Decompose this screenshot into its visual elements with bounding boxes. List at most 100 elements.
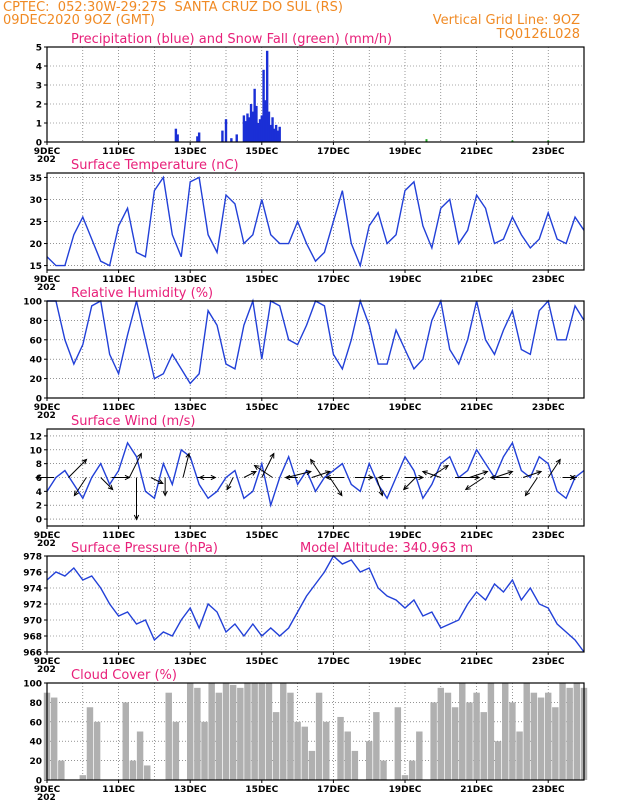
precip-bar (276, 130, 280, 142)
precip-xtick-label: 23DEC (532, 147, 565, 157)
cloud-bar (272, 712, 280, 780)
temp-ytick-label: 35 (29, 174, 42, 184)
wind-vector-head (137, 452, 142, 459)
pres-ytick-label: 978 (23, 553, 42, 563)
cloud-bar (473, 692, 480, 780)
wind-vector (422, 471, 441, 478)
cloud-bar (58, 760, 65, 780)
header-station-line: CPTEC: 052:30W-29:27S SANTA CRUZ DO SUL … (3, 0, 343, 15)
wind-vector-head (35, 474, 41, 481)
cloud-ytick-label: 80 (29, 699, 42, 709)
cloud-bar (86, 707, 94, 780)
precip-bar (269, 124, 272, 142)
temp-ytick-label: 15 (29, 262, 42, 272)
pres-xtick-label: 11DEC (102, 657, 135, 667)
wind-vector (243, 471, 257, 478)
wind-vector-head (482, 470, 489, 476)
wind-vector-head (474, 474, 481, 481)
wind-vector (547, 459, 561, 478)
pres-subtitle: Model Altitude: 340.963 m (300, 541, 473, 556)
precip-bar (260, 115, 263, 142)
cloud-bar (416, 731, 423, 780)
wind-vector-head (489, 474, 496, 481)
wind-vector (465, 477, 485, 490)
wind-vector-head (555, 458, 561, 465)
precip-bar (230, 138, 233, 142)
precip-bar (274, 124, 278, 142)
wind-xtick-label: 19DEC (389, 531, 422, 541)
cloud-bar (344, 731, 351, 780)
cloud-bar (79, 775, 87, 780)
cloud-bar (201, 721, 208, 780)
cloud-bar (487, 683, 495, 780)
wind-vector-head (418, 474, 425, 481)
cloud-xtick-label: 23DEC (532, 785, 565, 795)
cloud-bar (509, 702, 516, 780)
wind-xtick-label: 11DEC (102, 531, 135, 541)
pres-xtick-label: 19DEC (389, 657, 422, 667)
cloud-ytick-label: 40 (29, 738, 42, 748)
wind-vector-head (107, 484, 114, 491)
precip-bar (273, 128, 276, 142)
precip-frame (46, 46, 585, 143)
wind-vector (429, 465, 449, 478)
cloud-bar (215, 692, 223, 780)
precip-ytick-label: 2 (36, 101, 42, 111)
cloud-bar (280, 683, 287, 780)
snow-bar (511, 140, 514, 142)
pres-xtick-label: 15DEC (245, 657, 278, 667)
precip-bar (246, 113, 249, 142)
cloud-bar (172, 721, 180, 780)
wind-vector (329, 477, 343, 496)
pres-ytick-label: 976 (23, 569, 42, 579)
wind-vector-head (133, 514, 140, 521)
temp-xtick-label: 15DEC (245, 275, 278, 285)
cloud-title: Cloud Cover (%) (71, 668, 177, 683)
cloud-bar (516, 731, 523, 780)
pres-xtick-label: 21DEC (460, 657, 493, 667)
cloud-bar (451, 707, 459, 780)
cloud-bar (573, 683, 581, 780)
rh-title: Relative Humidity (%) (71, 286, 213, 301)
cloud-bar (444, 692, 452, 780)
cloud-xtick-label: 21DEC (460, 785, 493, 795)
cloud-bar (93, 721, 101, 780)
cloud-bar (466, 702, 473, 780)
precip-ytick-label: 0 (36, 139, 42, 149)
rh-ytick-label: 0 (36, 395, 42, 405)
pres-xtick-label: 23DEC (532, 657, 565, 667)
rh-ytick-label: 40 (29, 356, 42, 366)
precip-bar (176, 134, 179, 142)
wind-vector-head (305, 469, 312, 476)
wind-ytick-label: 12 (29, 432, 42, 442)
cloud-bar (459, 683, 466, 780)
cloud-bar (523, 683, 530, 780)
cloud-bar (380, 760, 387, 780)
precip-ytick-label: 3 (36, 82, 42, 92)
cloud-year-fragment: 202 (37, 793, 56, 800)
snow-bar (547, 140, 550, 142)
wind-vector (375, 477, 383, 496)
wind-vector-head (421, 470, 428, 476)
cloud-bar (351, 750, 359, 780)
wind-xtick-label: 13DEC (174, 531, 207, 541)
precip-xtick-label: 11DEC (102, 147, 135, 157)
rh-xtick-label: 21DEC (460, 403, 493, 413)
cloud-xtick-label: 13DEC (174, 785, 207, 795)
wind-xtick-label: 23DEC (532, 531, 565, 541)
rh-ytick-label: 80 (29, 317, 42, 327)
temp-ytick-label: 25 (29, 218, 42, 228)
wind-ytick-label: 8 (36, 460, 42, 470)
pres-ytick-label: 974 (23, 585, 42, 595)
cloud-bar (308, 750, 316, 780)
wind-vector-head (269, 452, 275, 459)
precip-xtick-label: 15DEC (245, 147, 278, 157)
precip-bar (221, 130, 224, 142)
precip-xtick-label: 21DEC (460, 147, 493, 157)
cloud-bar (165, 692, 172, 780)
wind-vector (310, 459, 324, 478)
cloud-bar (251, 683, 258, 780)
wind-xtick-label: 21DEC (460, 531, 493, 541)
cloud-bar (50, 697, 58, 780)
precip-year-fragment: 202 (37, 155, 56, 165)
